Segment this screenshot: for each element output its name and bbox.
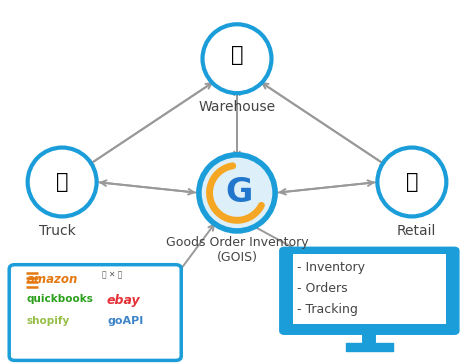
Text: shopify: shopify (27, 316, 70, 326)
Text: - Inventory: - Inventory (298, 261, 365, 274)
Text: ebay: ebay (107, 294, 141, 308)
Text: quickbooks: quickbooks (27, 294, 93, 304)
FancyBboxPatch shape (293, 254, 446, 324)
Text: - Tracking: - Tracking (298, 303, 358, 316)
Text: amazon: amazon (27, 273, 78, 286)
Text: 🏠: 🏠 (231, 45, 243, 65)
Ellipse shape (27, 147, 97, 217)
Text: Warehouse: Warehouse (199, 100, 275, 114)
Text: goAPI: goAPI (107, 316, 143, 326)
Ellipse shape (202, 24, 272, 93)
Text: 🖥 ✕ 🖥: 🖥 ✕ 🖥 (102, 271, 123, 280)
Text: 🚚: 🚚 (56, 172, 68, 192)
Text: - Orders: - Orders (298, 282, 348, 295)
Text: 🏪: 🏪 (406, 172, 418, 192)
Ellipse shape (199, 155, 275, 231)
Text: Truck: Truck (39, 224, 76, 238)
Text: Retail: Retail (397, 224, 436, 238)
Text: Goods Order Inventory
(GOIS): Goods Order Inventory (GOIS) (166, 236, 308, 264)
FancyBboxPatch shape (281, 248, 458, 333)
FancyBboxPatch shape (9, 265, 181, 360)
Ellipse shape (377, 147, 447, 217)
Text: G: G (226, 177, 253, 209)
